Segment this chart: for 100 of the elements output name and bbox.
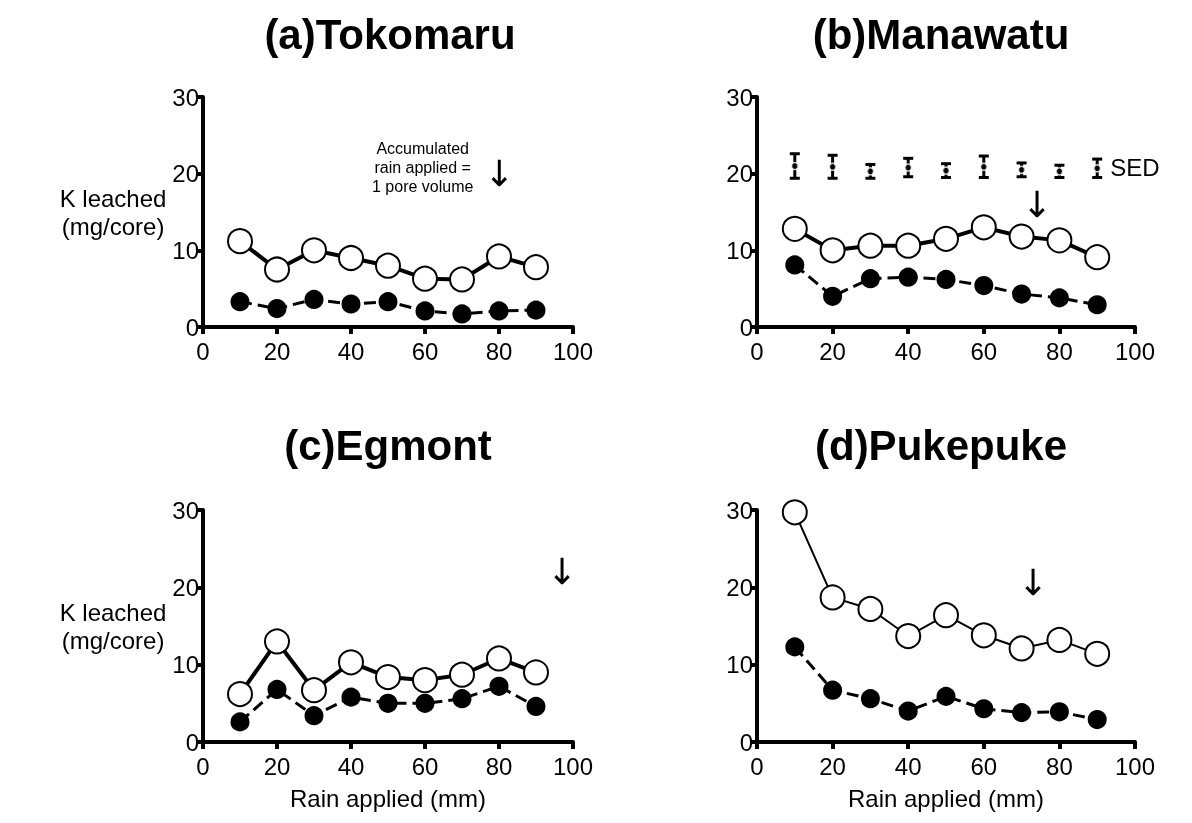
point xyxy=(1084,640,1111,667)
point xyxy=(375,252,401,279)
point xyxy=(1049,702,1069,722)
point xyxy=(860,689,880,709)
point xyxy=(301,677,327,704)
point xyxy=(486,243,512,270)
x-tick-label: 20 xyxy=(819,337,846,365)
point xyxy=(1049,288,1069,308)
chart-title: (a)Tokomaru xyxy=(264,10,516,58)
annotation: ↓ xyxy=(546,551,577,593)
x-tick-label: 100 xyxy=(1114,337,1156,365)
point xyxy=(857,232,884,259)
point xyxy=(341,687,361,707)
point xyxy=(452,304,472,324)
point xyxy=(933,225,959,252)
point xyxy=(823,680,843,700)
point xyxy=(970,622,997,649)
x-tick-label: 80 xyxy=(485,337,513,365)
point xyxy=(526,300,546,320)
point xyxy=(264,628,290,655)
x-tick-label: 40 xyxy=(337,337,365,365)
x-tick-label: 100 xyxy=(552,752,593,780)
point xyxy=(974,699,994,719)
x-tick-label: 20 xyxy=(819,752,846,780)
annotation: ↓ xyxy=(1021,183,1052,225)
point xyxy=(1087,295,1107,315)
x-tick-label: 40 xyxy=(894,337,922,365)
point xyxy=(1008,223,1035,250)
x-axis-title: Rain applied (mm) xyxy=(289,784,487,812)
annotation: Accumulated rain applied = 1 pore volume xyxy=(371,140,474,195)
point xyxy=(895,232,922,259)
point xyxy=(1084,244,1111,271)
chart-title: (c)Egmont xyxy=(284,421,492,469)
point xyxy=(415,301,435,321)
point xyxy=(979,162,989,172)
point xyxy=(823,286,843,306)
point xyxy=(449,661,475,688)
point xyxy=(264,256,290,283)
x-tick-label: 20 xyxy=(263,337,291,365)
point xyxy=(936,686,956,706)
point xyxy=(1046,626,1073,653)
point xyxy=(378,693,398,713)
chart-title: (d)Pukepuke xyxy=(814,421,1068,469)
point xyxy=(903,163,913,172)
point xyxy=(898,267,918,287)
point xyxy=(933,602,959,629)
point xyxy=(785,255,805,275)
point xyxy=(412,265,438,292)
point xyxy=(828,162,837,172)
point xyxy=(974,276,994,296)
point xyxy=(1012,284,1032,304)
x-tick-label: 60 xyxy=(411,752,439,780)
point xyxy=(819,584,846,611)
point xyxy=(523,254,549,281)
point xyxy=(412,667,438,694)
point xyxy=(267,679,287,699)
point xyxy=(338,245,364,271)
point xyxy=(230,292,250,312)
x-tick-label: 80 xyxy=(485,752,513,780)
point xyxy=(785,637,805,657)
point xyxy=(895,623,922,650)
point xyxy=(338,649,364,676)
point xyxy=(486,645,512,672)
point xyxy=(526,696,546,716)
x-tick-label: 40 xyxy=(337,752,365,780)
y-axis-title: K leached (mg/core) xyxy=(59,184,167,240)
point xyxy=(227,228,253,255)
annotation: ↓ xyxy=(483,153,515,195)
point xyxy=(898,701,918,721)
x-tick-label: 60 xyxy=(970,752,998,780)
point xyxy=(304,289,324,309)
point xyxy=(227,681,253,708)
point xyxy=(1008,635,1035,662)
point xyxy=(819,237,846,264)
point xyxy=(781,499,808,526)
point xyxy=(1046,227,1073,254)
point xyxy=(267,299,287,319)
point xyxy=(1087,710,1107,730)
x-tick-label: 60 xyxy=(411,337,439,365)
point xyxy=(970,214,997,241)
series-label: SED xyxy=(1110,153,1160,181)
y-axis-title: K leached (mg/core) xyxy=(59,598,167,654)
x-tick-label: 100 xyxy=(552,337,593,365)
point xyxy=(857,595,884,622)
point xyxy=(452,689,472,709)
point xyxy=(341,294,361,314)
point xyxy=(1012,703,1032,723)
point xyxy=(489,676,509,696)
point xyxy=(936,269,956,289)
x-tick-label: 100 xyxy=(1114,752,1156,780)
annotation: ↓ xyxy=(1017,562,1049,604)
point xyxy=(523,659,549,686)
point xyxy=(378,292,398,312)
point xyxy=(1092,164,1102,173)
x-tick-label: 80 xyxy=(1046,752,1073,780)
point xyxy=(449,266,475,293)
x-tick-label: 80 xyxy=(1046,337,1073,365)
x-tick-label: 40 xyxy=(894,752,922,780)
point xyxy=(790,161,800,171)
x-axis-title: Rain applied (mm) xyxy=(847,784,1045,812)
